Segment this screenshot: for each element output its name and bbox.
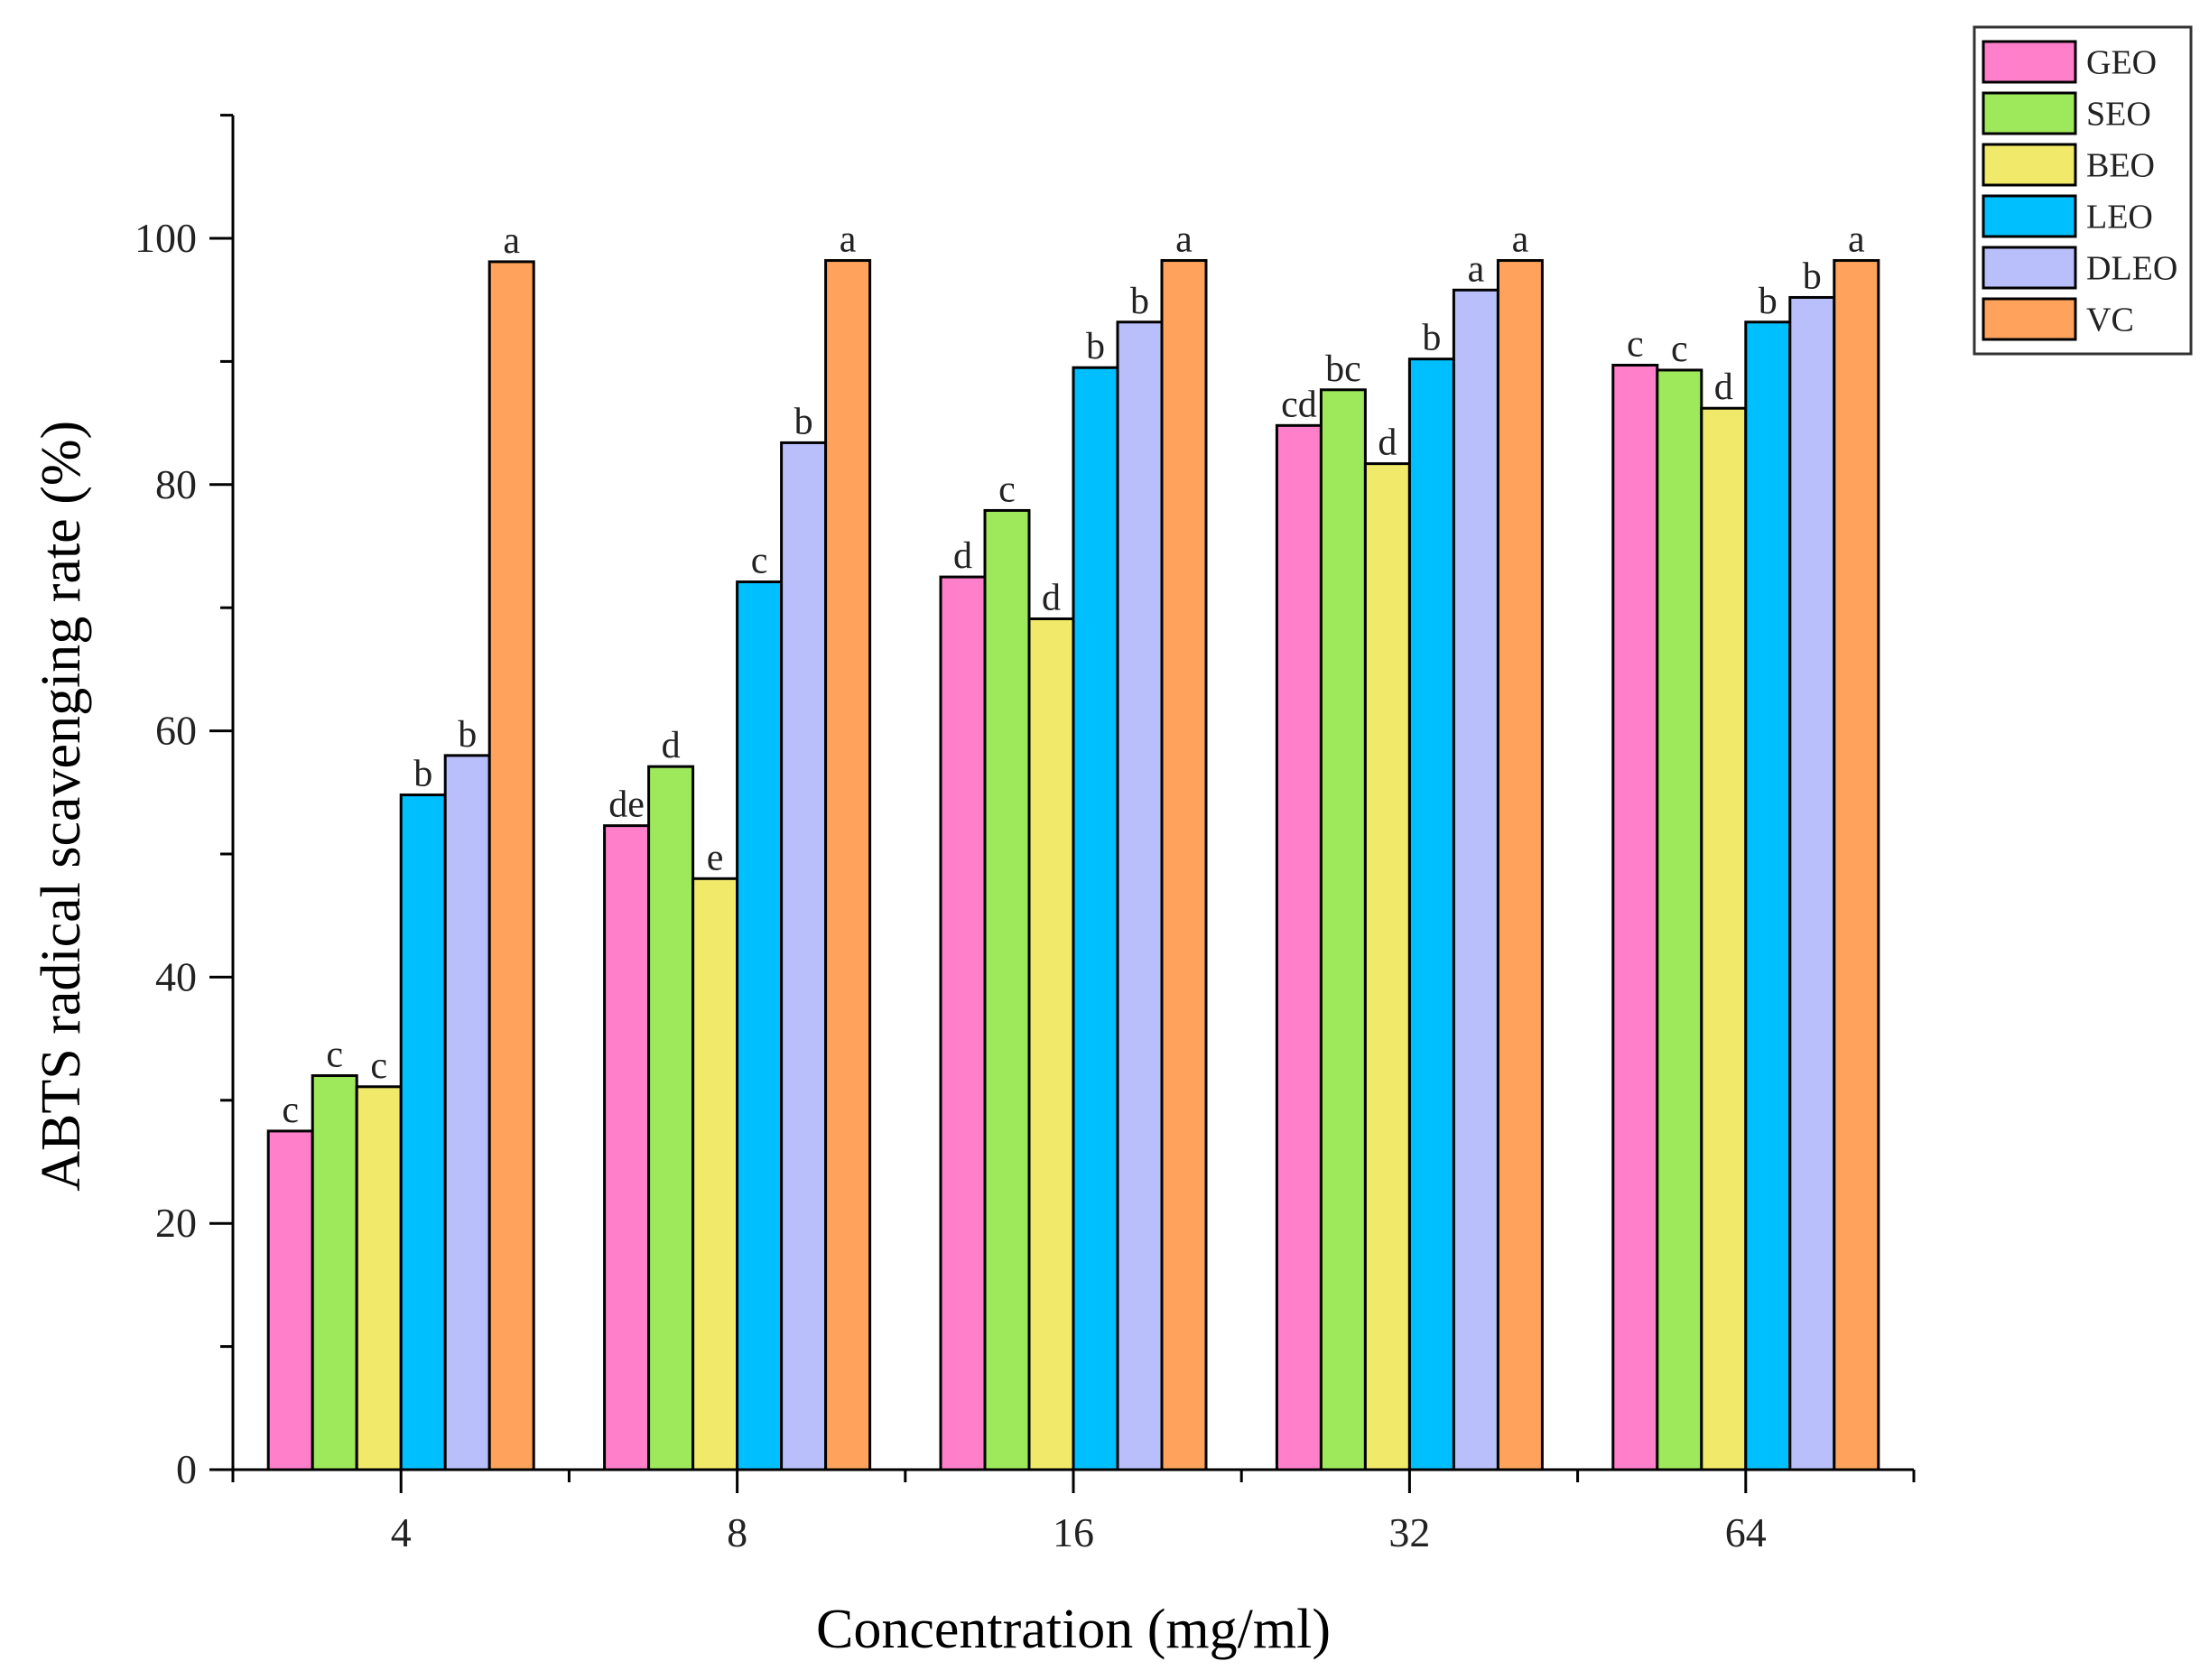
significance-label: b bbox=[1130, 281, 1149, 322]
bar-seo-16 bbox=[983, 508, 1031, 1471]
legend-swatch-beo bbox=[1982, 143, 2077, 187]
legend-swatch-seo bbox=[1982, 91, 2077, 135]
significance-label: a bbox=[1175, 219, 1193, 261]
bar-leo-64 bbox=[1744, 320, 1792, 1471]
bar-dleo-8 bbox=[780, 441, 828, 1471]
bar-leo-4 bbox=[399, 794, 447, 1471]
significance-label: b bbox=[458, 714, 477, 756]
bar-vc-4 bbox=[487, 260, 535, 1471]
significance-label: b bbox=[1759, 281, 1778, 322]
significance-label: b bbox=[1422, 318, 1441, 359]
bar-geo-4 bbox=[266, 1129, 314, 1471]
y-tick-label: 0 bbox=[176, 1446, 197, 1492]
bar-geo-32 bbox=[1275, 423, 1323, 1471]
significance-label: c bbox=[370, 1045, 387, 1087]
bar-dleo-16 bbox=[1116, 320, 1164, 1471]
y-axis-title: ABTS radical scavenging rate (%) bbox=[31, 421, 92, 1192]
significance-label: de bbox=[608, 784, 645, 826]
bar-seo-4 bbox=[311, 1074, 358, 1471]
significance-label: cd bbox=[1281, 384, 1317, 425]
significance-label: a bbox=[1848, 219, 1865, 261]
bar-vc-8 bbox=[824, 259, 872, 1471]
significance-label: d bbox=[662, 725, 681, 766]
bar-geo-8 bbox=[603, 824, 651, 1471]
bar-dleo-32 bbox=[1452, 288, 1499, 1471]
bar-dleo-64 bbox=[1788, 295, 1836, 1471]
legend-label-dleo: DLEO bbox=[2086, 250, 2177, 288]
bar-geo-64 bbox=[1611, 363, 1659, 1471]
y-tick-label: 80 bbox=[155, 461, 197, 507]
significance-label: e bbox=[707, 837, 724, 878]
significance-label: a bbox=[840, 219, 857, 261]
axes-layer: 0 20 40 60 80 100 4 8 16 32 64 bbox=[135, 114, 1916, 1555]
legend-label-beo: BEO bbox=[2086, 147, 2155, 185]
legend-label-seo: SEO bbox=[2086, 96, 2151, 134]
y-tick-label: 100 bbox=[135, 215, 197, 261]
bar-dleo-4 bbox=[443, 754, 491, 1471]
significance-label: c bbox=[751, 541, 768, 582]
bars-layer bbox=[266, 259, 1880, 1471]
significance-label: b bbox=[1086, 326, 1105, 367]
significance-label: b bbox=[794, 401, 813, 442]
significance-label: c bbox=[282, 1090, 299, 1131]
legend-swatch-leo bbox=[1982, 194, 2077, 238]
significance-label: bc bbox=[1325, 348, 1361, 390]
x-tick-label: 8 bbox=[727, 1509, 747, 1555]
bar-beo-8 bbox=[692, 877, 739, 1471]
x-axis-title: Concentration (mg/ml) bbox=[816, 1599, 1331, 1660]
x-tick-label: 32 bbox=[1388, 1509, 1430, 1555]
significance-label: a bbox=[1468, 248, 1485, 290]
legend-label-geo: GEO bbox=[2086, 44, 2157, 82]
significance-label: d bbox=[1042, 577, 1061, 618]
significance-label: b bbox=[1803, 255, 1822, 297]
bar-beo-4 bbox=[355, 1085, 403, 1471]
legend-swatch-vc bbox=[1982, 297, 2077, 341]
significance-label: b bbox=[413, 754, 432, 795]
significance-label: c bbox=[1627, 323, 1644, 365]
legend-label-vc: VC bbox=[2086, 302, 2134, 339]
bar-beo-32 bbox=[1363, 462, 1411, 1471]
legend-label-leo: LEO bbox=[2086, 199, 2153, 237]
bar-beo-16 bbox=[1027, 617, 1075, 1471]
x-tick-label: 4 bbox=[391, 1509, 412, 1555]
y-tick-label: 60 bbox=[155, 708, 197, 754]
y-tick-label: 20 bbox=[155, 1200, 197, 1246]
bar-leo-8 bbox=[736, 580, 784, 1471]
bar-beo-64 bbox=[1700, 406, 1748, 1471]
bar-seo-32 bbox=[1319, 388, 1367, 1471]
legend: GEO SEO BEO LEO DLEO VC bbox=[1973, 25, 2193, 356]
bar-leo-32 bbox=[1407, 357, 1455, 1471]
legend-swatch-geo bbox=[1982, 40, 2077, 84]
bar-seo-8 bbox=[647, 765, 695, 1471]
significance-label: d bbox=[953, 535, 972, 577]
significance-label: c bbox=[998, 469, 1016, 510]
significance-label: d bbox=[1714, 367, 1733, 408]
bar-vc-64 bbox=[1833, 259, 1880, 1471]
bar-leo-16 bbox=[1072, 366, 1119, 1471]
legend-swatch-dleo bbox=[1982, 246, 2077, 290]
bar-geo-16 bbox=[939, 575, 987, 1471]
x-tick-label: 64 bbox=[1725, 1509, 1767, 1555]
bar-seo-64 bbox=[1656, 368, 1703, 1471]
y-tick-label: 40 bbox=[155, 953, 197, 999]
significance-label: c bbox=[326, 1035, 343, 1076]
significance-label: a bbox=[503, 220, 520, 262]
bar-vc-32 bbox=[1496, 259, 1544, 1471]
significance-label: c bbox=[1671, 329, 1688, 370]
x-tick-label: 16 bbox=[1053, 1509, 1094, 1555]
significance-label: d bbox=[1378, 422, 1397, 464]
significance-label: a bbox=[1512, 219, 1529, 261]
bar-vc-16 bbox=[1160, 259, 1208, 1471]
